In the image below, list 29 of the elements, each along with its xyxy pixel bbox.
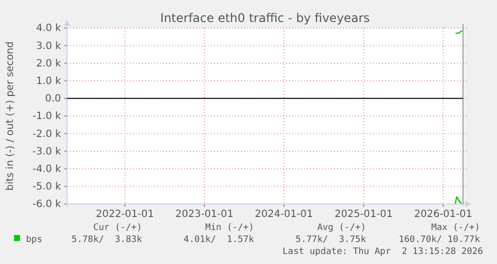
text: 5.77k/ 3.75k [296, 235, 367, 245]
x-tick-label: 2022-01-01 [96, 209, 154, 220]
text: Last update: Thu Apr 2 13:15:28 2026 [282, 247, 483, 257]
text: 5.78k/ 3.83k [72, 235, 143, 245]
text: Min (-/+) [205, 223, 254, 233]
y-tick-label: 0.0 [45, 94, 61, 105]
text: Avg (-/+) [317, 223, 366, 233]
y-tick-label: -2.0 k [32, 128, 62, 140]
y-tick-label: -4.0 k [32, 164, 62, 175]
x-tick-label: 2026-01-01 [414, 209, 472, 220]
y-tick-label: 2.0 k [36, 58, 62, 70]
y-tick-label: 3.0 k [36, 40, 62, 52]
y-tick-label: -6.0 k [32, 199, 62, 210]
y-axis-title: bits in (-) / out (+) per second [5, 41, 16, 191]
text: Cur (-/+) [93, 223, 142, 233]
x-tick-label: 2024-01-01 [254, 209, 314, 220]
y-tick-label: 1.0 k [36, 76, 62, 87]
y-tick-label: -3.0 k [32, 146, 62, 158]
text: 160.70k/ 10.77k [398, 235, 481, 245]
y-tick-label: -5.0 k [32, 182, 62, 193]
chart-title: Interface eth0 traffic - by fiveyears [160, 11, 370, 25]
text: Max (-/+) [431, 223, 480, 233]
text: 4.01k/ 1.57k [184, 235, 255, 245]
legend-label: bps [26, 235, 42, 245]
y-tick-label: 4.0 k [36, 23, 62, 34]
x-tick-label: 2025-01-01 [334, 209, 393, 220]
line-series [454, 196, 462, 204]
x-tick-label: 2023-01-01 [175, 209, 234, 220]
y-tick-label: -1.0 k [32, 111, 62, 122]
